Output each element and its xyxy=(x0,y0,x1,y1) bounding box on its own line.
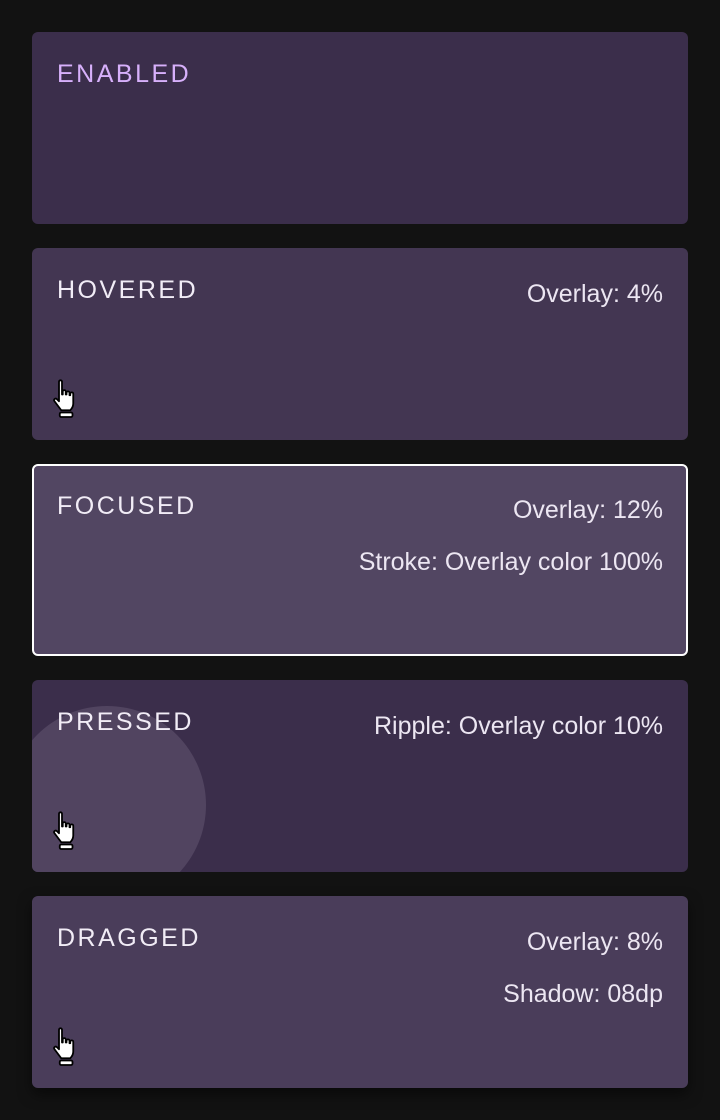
state-label: FOCUSED xyxy=(57,492,197,520)
state-card-hovered[interactable]: HOVERED Overlay: 4% xyxy=(32,248,688,440)
state-label: DRAGGED xyxy=(57,924,201,952)
overlay-info: Overlay: 4% xyxy=(526,280,663,308)
state-label: PRESSED xyxy=(57,708,194,736)
overlay-info: Overlay: 12% xyxy=(512,496,663,524)
state-card-pressed[interactable]: PRESSED Ripple: Overlay color 10% xyxy=(32,680,688,872)
hand-pointer-icon xyxy=(50,810,80,852)
state-card-dragged[interactable]: DRAGGED Overlay: 8% Shadow: 08dp xyxy=(32,896,688,1088)
state-card-focused[interactable]: FOCUSED Overlay: 12% Stroke: Overlay col… xyxy=(32,464,688,656)
state-label: ENABLED xyxy=(57,60,192,88)
hand-pointer-icon xyxy=(50,378,80,420)
ripple-info: Ripple: Overlay color 10% xyxy=(373,712,663,740)
hand-pointer-icon xyxy=(50,1026,80,1068)
shadow-info: Shadow: 08dp xyxy=(503,980,663,1008)
state-label: HOVERED xyxy=(57,276,199,304)
overlay-info: Overlay: 8% xyxy=(526,928,663,956)
state-card-enabled[interactable]: ENABLED xyxy=(32,32,688,224)
stroke-info: Stroke: Overlay color 100% xyxy=(358,548,663,576)
